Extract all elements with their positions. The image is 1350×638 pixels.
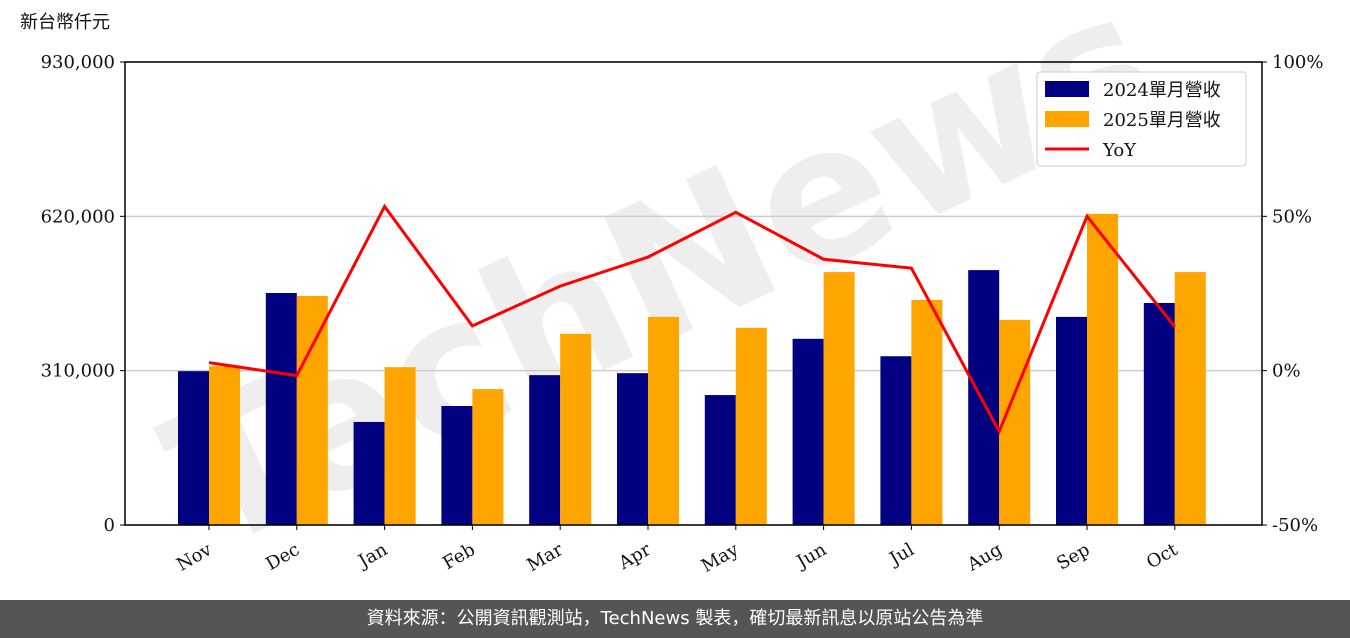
y-tick-label: 620,000 <box>41 206 115 227</box>
bar <box>265 293 297 525</box>
bar <box>1087 213 1118 525</box>
y2-tick-label: 50% <box>1272 206 1312 227</box>
x-tick-label: Jun <box>792 539 831 574</box>
y-tick-label: 310,000 <box>41 361 115 382</box>
y-tick-label: 0 <box>104 515 115 536</box>
chart: 新台幣仟元 TechNews0310,000620,000930,000-50%… <box>20 0 1323 594</box>
bar <box>384 367 416 525</box>
legend-swatch <box>1045 111 1089 127</box>
bar <box>823 272 855 525</box>
x-tick-label: Oct <box>1143 539 1182 574</box>
x-tick-label: May <box>698 539 743 577</box>
bar <box>968 270 1000 525</box>
bar <box>296 295 328 525</box>
bar <box>353 421 385 525</box>
x-tick-label: Sep <box>1053 539 1093 574</box>
bar <box>560 333 592 525</box>
bar <box>911 299 943 525</box>
bar <box>617 373 648 525</box>
x-tick-label: Mar <box>523 539 567 576</box>
bar <box>1174 272 1206 525</box>
bar <box>209 366 240 525</box>
bar <box>704 395 736 525</box>
legend-swatch <box>1045 81 1089 97</box>
y2-tick-label: -50% <box>1272 515 1318 536</box>
legend-box <box>1036 71 1247 167</box>
legend-label: YoY <box>1102 140 1137 161</box>
bar <box>880 356 912 525</box>
y2-tick-label: 0% <box>1272 361 1301 382</box>
x-tick-label: Apr <box>614 539 654 574</box>
bar <box>1143 302 1175 525</box>
source-footer: 資料來源：公開資訊觀測站，TechNews 製表，確切最新訊息以原站公告為準 <box>0 600 1350 638</box>
y-axis-unit: 新台幣仟元 <box>20 12 110 33</box>
legend-label: 2024單月營收 <box>1103 80 1221 101</box>
bar <box>441 406 473 525</box>
y2-tick-label: 100% <box>1272 52 1323 73</box>
yoy-line <box>208 203 1176 435</box>
bar <box>178 371 209 525</box>
bar <box>648 316 679 525</box>
bar <box>735 327 767 525</box>
y-tick-label: 930,000 <box>41 52 115 73</box>
legend-label: 2025單月營收 <box>1103 110 1221 131</box>
bar <box>792 338 824 525</box>
bar <box>472 389 504 525</box>
plot-frame <box>124 61 1263 526</box>
bar <box>1056 316 1087 525</box>
bar <box>529 375 561 525</box>
x-tick-label: Aug <box>963 539 1006 576</box>
x-tick-label: Jul <box>884 539 918 571</box>
x-tick-label: Jan <box>353 539 391 573</box>
x-tick-label: Feb <box>439 539 479 574</box>
